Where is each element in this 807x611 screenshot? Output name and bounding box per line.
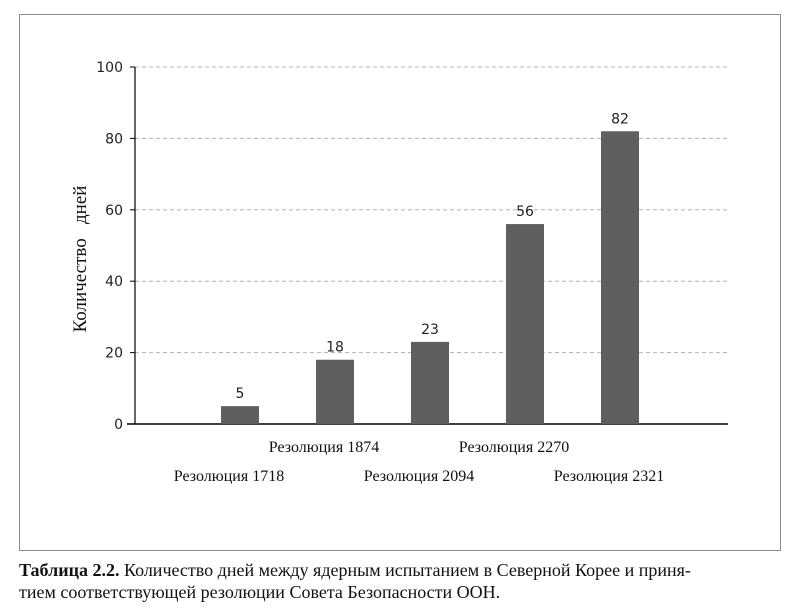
bar-value-label: 56: [516, 204, 534, 220]
caption-text-line2: тием соответствующей резолюции Совета Бе…: [19, 582, 501, 602]
bar: [221, 406, 259, 424]
bar-value-labels: 5 18 23 56 82: [236, 111, 629, 402]
y-axis-label: Количество дней: [70, 186, 91, 333]
y-tick-label: 20: [105, 346, 123, 362]
category-label: Резолюция 2270: [459, 439, 569, 456]
y-tick-label: 40: [105, 274, 123, 290]
category-label: Резолюция 1874: [269, 439, 379, 456]
caption-text-line1: Количество дней между ядерным испытанием…: [123, 560, 691, 580]
y-tick-label: 100: [96, 60, 123, 76]
y-tick-label: 60: [105, 203, 123, 219]
y-tick-label: 0: [114, 417, 123, 433]
figure-caption: Таблица 2.2. Количество дней между ядерн…: [19, 559, 789, 603]
bar-value-label: 5: [236, 386, 245, 402]
category-label: Резолюция 2094: [364, 468, 474, 485]
category-label: Резолюция 2321: [554, 468, 664, 485]
y-tick-label: 80: [105, 131, 123, 147]
caption-label: Таблица 2.2.: [19, 560, 120, 580]
bar-value-label: 82: [611, 111, 629, 127]
bar: [601, 131, 639, 424]
bar: [506, 224, 544, 424]
bar: [411, 341, 449, 424]
category-labels: Резолюция 1718 Резолюция 1874 Резолюция 20…: [174, 439, 664, 485]
bar-value-label: 18: [326, 340, 344, 356]
category-label: Резолюция 1718: [174, 468, 284, 485]
bar-value-label: 23: [421, 322, 439, 338]
chart-frame: 0 20 40 60 80 100 5 18 23 56 82 Резолюция 1718 Рез…: [19, 14, 781, 551]
gridlines: [135, 66, 728, 354]
bar: [316, 359, 354, 424]
bars: [221, 131, 639, 424]
